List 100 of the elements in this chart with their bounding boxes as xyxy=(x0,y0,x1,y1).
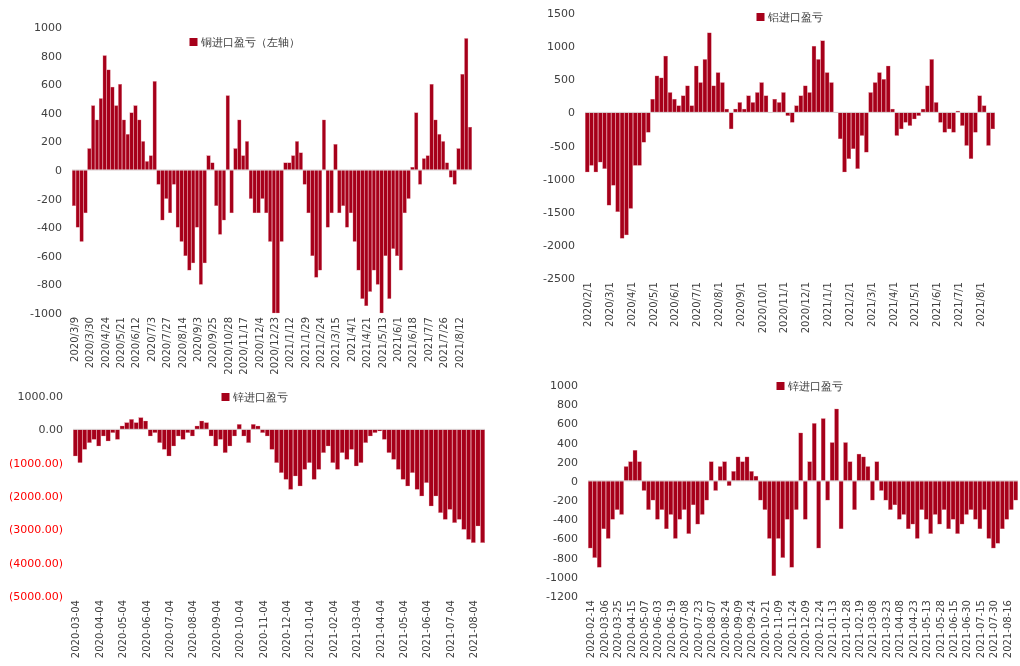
y-tick-label: (3000.00) xyxy=(8,523,63,537)
x-tick-label: 2020-12-24 xyxy=(813,600,825,659)
y-tick-label: -1500 xyxy=(543,205,575,219)
x-tick-label: 2020-02-14 xyxy=(585,600,597,659)
y-tick-label: -1000 xyxy=(30,307,62,320)
y-tick-label: -2000 xyxy=(543,238,575,252)
y-tick-label: -1200 xyxy=(546,590,578,603)
y-tick-label: -500 xyxy=(550,139,575,153)
x-tick-label: 2020-03-04 xyxy=(70,600,82,659)
x-tick-label: 2020-04-04 xyxy=(93,600,105,659)
x-tick-label: 2020-07-23 xyxy=(692,600,704,659)
x-tick-label: 2020-05-04 xyxy=(117,600,129,659)
x-tick-label: 2020-03-25 xyxy=(612,600,624,659)
legend-label: 铝进口盈亏 xyxy=(766,11,823,24)
y-tick-label: 1000 xyxy=(550,379,578,392)
x-tick-label: 2021/1/29 xyxy=(299,317,311,369)
y-tick-label: 600 xyxy=(41,78,62,92)
x-tick-label: 2020/12/1 xyxy=(800,282,812,334)
x-tick-label: 2020-06-03 xyxy=(652,600,664,659)
y-tick-label: 1000 xyxy=(547,40,575,54)
x-tick-label: 2021/6/1 xyxy=(931,282,943,327)
x-tick-label: 2020-04-15 xyxy=(625,600,637,659)
x-tick-label: 2020/12/23 xyxy=(268,317,280,375)
x-tick-label: 2021/3/15 xyxy=(330,317,342,369)
x-tick-label: 2021-02-04 xyxy=(327,600,339,659)
x-tick-label: 2021-05-13 xyxy=(921,600,933,659)
y-tick-label: -800 xyxy=(37,278,62,292)
y-tick-label: 400 xyxy=(557,436,578,450)
x-tick-label: 2021-06-15 xyxy=(948,600,960,659)
y-tick-label: 400 xyxy=(41,106,62,120)
x-tick-label: 2020-11-04 xyxy=(257,600,269,659)
y-tick-label: -1000 xyxy=(543,172,575,186)
y-tick-label: 800 xyxy=(41,49,62,63)
x-tick-label: 2020/7/3 xyxy=(145,317,157,362)
x-tick-label: 2021-07-15 xyxy=(974,600,986,659)
x-tick-label: 2020/7/27 xyxy=(161,317,173,369)
x-tick-label: 2021-08-16 xyxy=(1001,600,1013,659)
y-tick-label: (2000.00) xyxy=(8,490,63,503)
y-tick-label: -200 xyxy=(553,494,578,508)
x-tick-label: 2021-04-04 xyxy=(374,600,386,659)
y-tick-label: 500 xyxy=(554,73,575,87)
y-tick-label: 600 xyxy=(557,417,578,431)
x-tick-label: 2020/10/1 xyxy=(756,282,768,334)
x-tick-label: 2021-04-23 xyxy=(907,600,919,659)
x-tick-label: 2020/4/24 xyxy=(99,317,111,369)
x-tick-label: 2021/7/1 xyxy=(952,282,964,327)
y-tick-label: -200 xyxy=(37,192,62,206)
x-tick-label: 2021-03-04 xyxy=(351,600,363,659)
x-tick-label: 2020/2/1 xyxy=(582,282,594,327)
y-tick-label: -400 xyxy=(553,513,578,527)
x-tick-label: 2021/2/24 xyxy=(315,317,327,369)
x-tick-label: 2020-11-09 xyxy=(773,600,785,659)
legend-label: 铜进口盈亏（左轴） xyxy=(199,36,300,49)
x-tick-label: 2020-10-04 xyxy=(234,600,246,659)
x-tick-label: 2021/8/1 xyxy=(974,282,986,327)
x-tick-label: 2021-04-08 xyxy=(894,600,906,659)
y-tick-label: -600 xyxy=(37,249,62,263)
y-tick-label: 0 xyxy=(568,106,575,120)
x-tick-label: 2020-08-07 xyxy=(706,600,718,659)
x-tick-label: 2021-01-04 xyxy=(304,600,316,659)
x-tick-label: 2021-03-23 xyxy=(880,600,892,659)
x-tick-label: 2021/1/12 xyxy=(284,317,296,369)
y-tick-label: 800 xyxy=(557,398,578,412)
x-tick-label: 2020-08-04 xyxy=(187,600,199,659)
x-tick-label: 2021/4/21 xyxy=(361,317,373,369)
x-tick-label: 2020/7/1 xyxy=(691,282,703,327)
x-tick-label: 2020-07-08 xyxy=(679,600,691,659)
x-tick-label: 2021-01-28 xyxy=(840,600,852,659)
y-tick-label: -2500 xyxy=(543,272,575,285)
x-tick-label: 2020-12-04 xyxy=(281,600,293,659)
x-tick-label: 2020/3/9 xyxy=(68,317,80,362)
legend-label: 锌进口盈亏 xyxy=(231,391,288,404)
x-tick-label: 2020/5/21 xyxy=(115,317,127,369)
x-tick-label: 2021/1/1 xyxy=(822,282,834,327)
x-tick-label: 2020/4/1 xyxy=(625,282,637,327)
x-tick-label: 2020/8/1 xyxy=(713,282,725,327)
x-tick-label: 2020/6/1 xyxy=(669,282,681,327)
y-tick-label: -1000 xyxy=(546,570,578,584)
y-tick-label: (4000.00) xyxy=(8,556,63,570)
x-tick-label: 2020-09-09 xyxy=(733,600,745,659)
x-tick-label: 2020/9/25 xyxy=(207,317,219,369)
x-tick-label: 2020-05-07 xyxy=(638,600,650,659)
x-tick-label: 2020-09-24 xyxy=(746,600,758,659)
x-tick-label: 2020/3/1 xyxy=(603,282,615,327)
y-tick-label: 1000 xyxy=(34,21,62,34)
x-tick-label: 2020/9/1 xyxy=(734,282,746,327)
x-tick-label: 2021/4/1 xyxy=(887,282,899,327)
x-tick-label: 2020-12-09 xyxy=(800,600,812,659)
x-tick-label: 2021/5/13 xyxy=(376,317,388,369)
legend-label: 锌进口盈亏 xyxy=(786,380,843,393)
y-tick-label: (1000.00) xyxy=(8,456,63,470)
x-tick-label: 2021-07-04 xyxy=(444,600,456,659)
x-tick-label: 2021-07-30 xyxy=(988,600,1000,659)
y-tick-label: 200 xyxy=(41,135,62,149)
x-tick-label: 2020-09-04 xyxy=(210,600,222,659)
x-tick-label: 2020-08-24 xyxy=(719,600,731,659)
x-tick-label: 2020-06-19 xyxy=(665,600,677,659)
x-tick-label: 2020-06-04 xyxy=(140,600,152,659)
x-tick-label: 2021/7/7 xyxy=(422,317,434,362)
y-tick-label: 0 xyxy=(55,164,62,177)
